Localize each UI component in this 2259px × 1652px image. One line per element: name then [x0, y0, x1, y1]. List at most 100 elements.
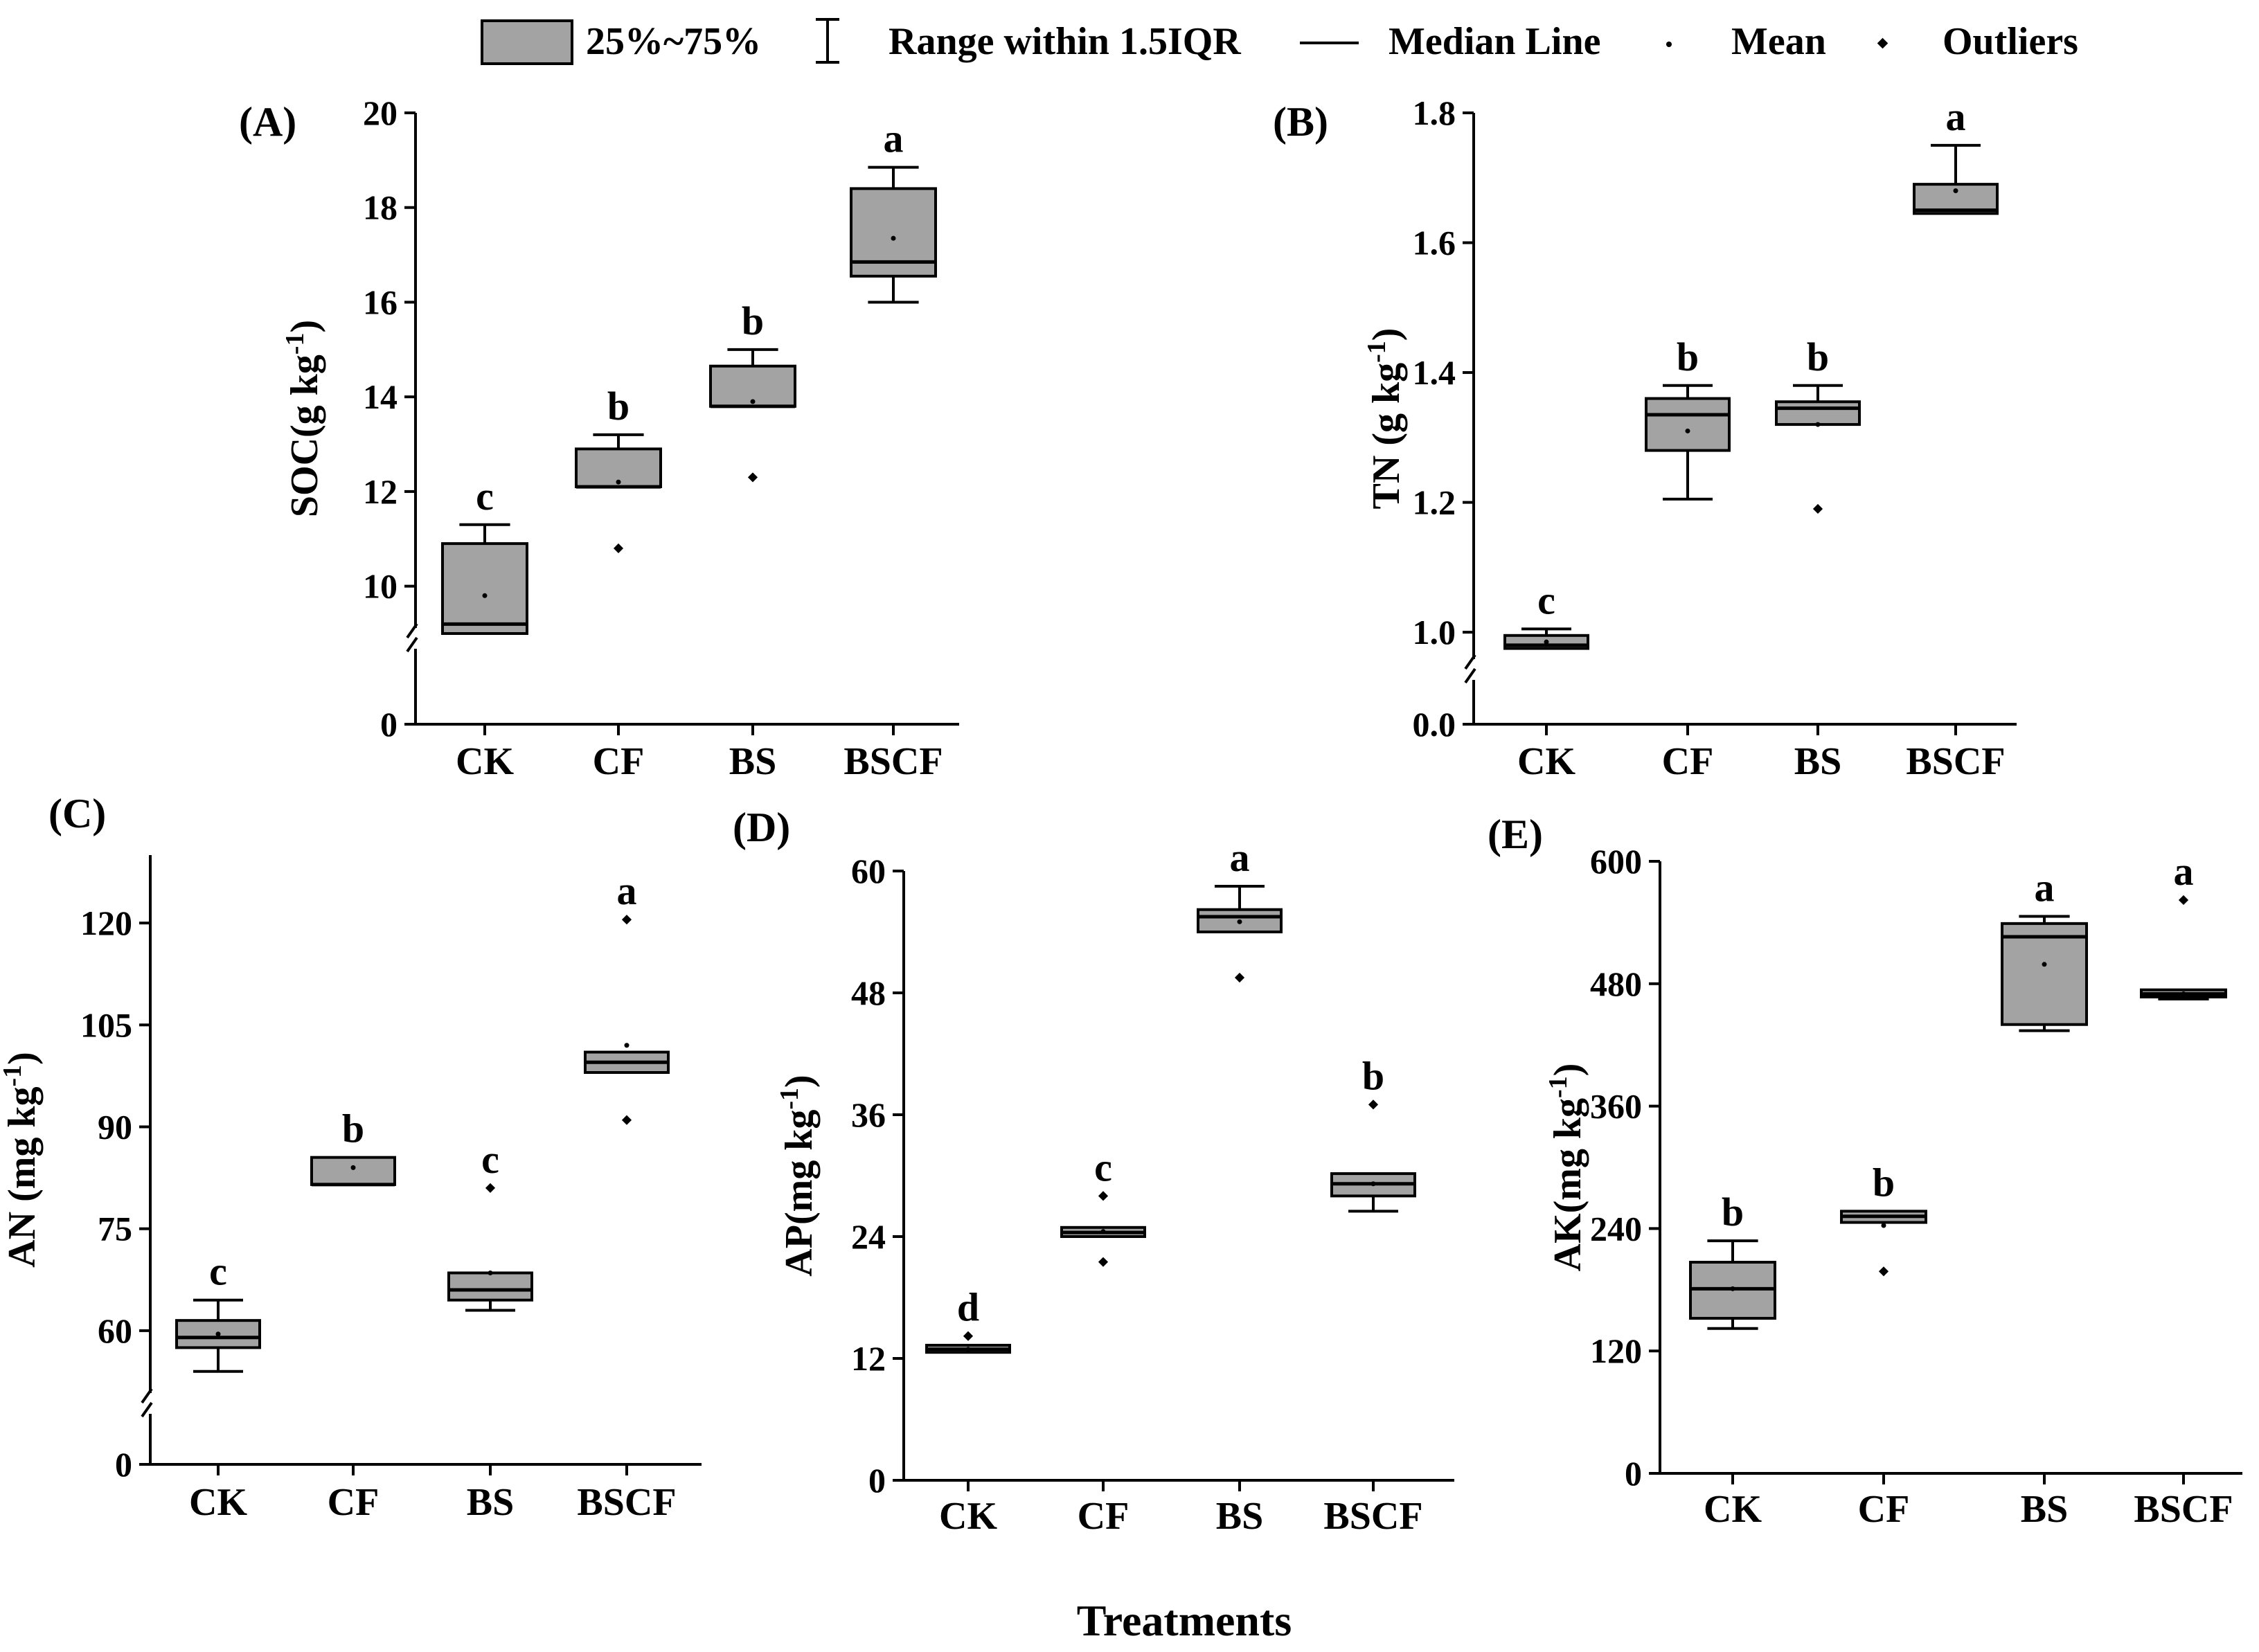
panel-tn: (B) 0.0 1.0 1.2 1.4 1.6 1.8 TN (g kg-1) CK c CF b BS…: [1273, 93, 2017, 783]
significance-letter: b: [1677, 334, 1699, 379]
y-tick-label: 0: [380, 705, 398, 744]
mean-marker: [1730, 1286, 1735, 1291]
significance-letter: b: [1722, 1189, 1744, 1234]
significance-letter: a: [617, 868, 637, 913]
y-tick-label: 24: [851, 1217, 886, 1256]
y-tick-label: 480: [1590, 964, 1642, 1003]
y-tick-label: 360: [1590, 1087, 1642, 1126]
x-tick-label: BSCF: [577, 1481, 676, 1524]
y-tick-label: 600: [1590, 842, 1642, 881]
y-tick-label: 14: [363, 377, 398, 416]
mean-marker: [215, 1331, 221, 1337]
panel-label: (A): [239, 99, 296, 145]
panel-label: (B): [1273, 99, 1328, 145]
significance-letter: b: [342, 1106, 364, 1151]
iqr-box: [1775, 400, 1861, 427]
significance-letter: d: [957, 1285, 979, 1330]
outlier-marker: [1098, 1191, 1109, 1201]
significance-letter: b: [742, 298, 764, 343]
outlier-marker: [485, 1183, 496, 1193]
iqr-box: [2001, 922, 2088, 1026]
legend-box-label: 25%~75%: [586, 20, 761, 63]
significance-letter: c: [481, 1137, 499, 1182]
y-axis-title: AK(mg kg-1): [1544, 1063, 1589, 1272]
x-tick-label: BSCF: [1323, 1495, 1422, 1538]
y-tick-label: 120: [80, 904, 132, 942]
x-tick-label: CK: [189, 1481, 247, 1524]
axis-break-mark: [141, 1401, 153, 1418]
x-tick-label: CF: [1858, 1488, 1910, 1531]
legend-mean-icon: [1666, 42, 1672, 47]
legend-range-icon: [816, 18, 839, 64]
panel-ak: (E) 0 120 240 360 480 600 AK(mg kg-1) CK b CF b BS a B…: [1488, 811, 2242, 1531]
y-tick-label: 16: [363, 282, 398, 321]
panel-an: (C) 0 60 75 90 105 120 AN (mg kg-1) CK c CF b BS c BSC…: [0, 791, 702, 1524]
x-tick-label: CF: [1078, 1495, 1130, 1538]
outlier-marker: [1878, 1266, 1889, 1277]
axis-break-mark: [406, 636, 418, 653]
y-tick-label: 60: [851, 852, 886, 890]
panel-soc: (A) 0 10 12 14 16 18 20 SOC(g kg-1) CK c CF b BS b BSCF…: [239, 93, 959, 783]
mean-marker: [1815, 422, 1821, 427]
y-tick-label: 0: [1625, 1454, 1642, 1493]
y-tick-label: 1.8: [1413, 93, 1456, 132]
outlier-marker: [621, 1115, 632, 1125]
iqr-box: [310, 1156, 396, 1186]
significance-letter: a: [1230, 835, 1250, 880]
y-tick-label: 120: [1590, 1331, 1642, 1370]
mean-marker: [891, 235, 896, 241]
axis-break-mark: [1464, 667, 1476, 684]
y-tick-label: 1.0: [1413, 613, 1456, 652]
mean-marker: [750, 399, 756, 404]
x-tick-label: CK: [456, 740, 514, 783]
x-axis-title: Treatments: [1077, 1596, 1292, 1645]
significance-letter: c: [1537, 577, 1555, 622]
outlier-marker: [1098, 1257, 1109, 1267]
mean-marker: [1685, 428, 1690, 433]
mean-marker: [1881, 1223, 1886, 1228]
y-tick-label: 18: [363, 188, 398, 227]
mean-marker: [482, 593, 488, 598]
legend-range-label: Range within 1.5IQR: [889, 20, 1241, 63]
y-tick-label: 1.6: [1413, 224, 1456, 262]
mean-marker: [2181, 991, 2186, 997]
legend-mean-label: Mean: [1731, 20, 1826, 63]
axis-break-mark: [141, 1388, 153, 1404]
y-tick-label: 12: [363, 472, 398, 511]
y-tick-label: 240: [1590, 1209, 1642, 1248]
mean-marker: [488, 1270, 493, 1275]
iqr-box: [447, 1271, 533, 1302]
legend-outliers-label: Outliers: [1943, 20, 2078, 63]
x-tick-label: BS: [1794, 740, 1842, 783]
y-tick-label: 48: [851, 973, 886, 1012]
mean-marker: [616, 479, 621, 485]
significance-letter: b: [1807, 334, 1829, 379]
y-tick-label: 36: [851, 1095, 886, 1134]
x-tick-label: CK: [1704, 1488, 1762, 1531]
mean-marker: [1100, 1229, 1106, 1234]
outlier-marker: [747, 472, 758, 483]
outlier-marker: [2178, 895, 2189, 906]
significance-letter: a: [2174, 849, 2194, 894]
legend: 25%~75% Range within 1.5IQR Median Line …: [481, 18, 2078, 65]
mean-marker: [1544, 639, 1549, 645]
significance-letter: b: [1873, 1160, 1895, 1205]
mean-marker: [1237, 919, 1242, 924]
x-tick-label: BS: [1216, 1495, 1264, 1538]
panel-ap: (D) 0 12 24 36 48 60 AP(mg kg-1) CK d CF c BS a BSCF b: [733, 805, 1454, 1538]
axis-break-mark: [406, 622, 418, 639]
significance-letter: b: [607, 384, 630, 429]
mean-marker: [1953, 188, 1958, 194]
y-tick-label: 60: [98, 1311, 132, 1350]
mean-marker: [624, 1043, 630, 1048]
iqr-box: [1645, 397, 1731, 452]
x-tick-label: BSCF: [843, 740, 943, 783]
outlier-marker: [1812, 503, 1823, 514]
y-tick-label: 10: [363, 567, 398, 606]
legend-median-label: Median Line: [1389, 20, 1600, 63]
x-tick-label: CF: [328, 1481, 380, 1524]
y-tick-label: 12: [851, 1339, 886, 1378]
significance-letter: a: [884, 116, 904, 161]
x-tick-label: BS: [729, 740, 777, 783]
y-tick-label: 0: [868, 1461, 886, 1500]
